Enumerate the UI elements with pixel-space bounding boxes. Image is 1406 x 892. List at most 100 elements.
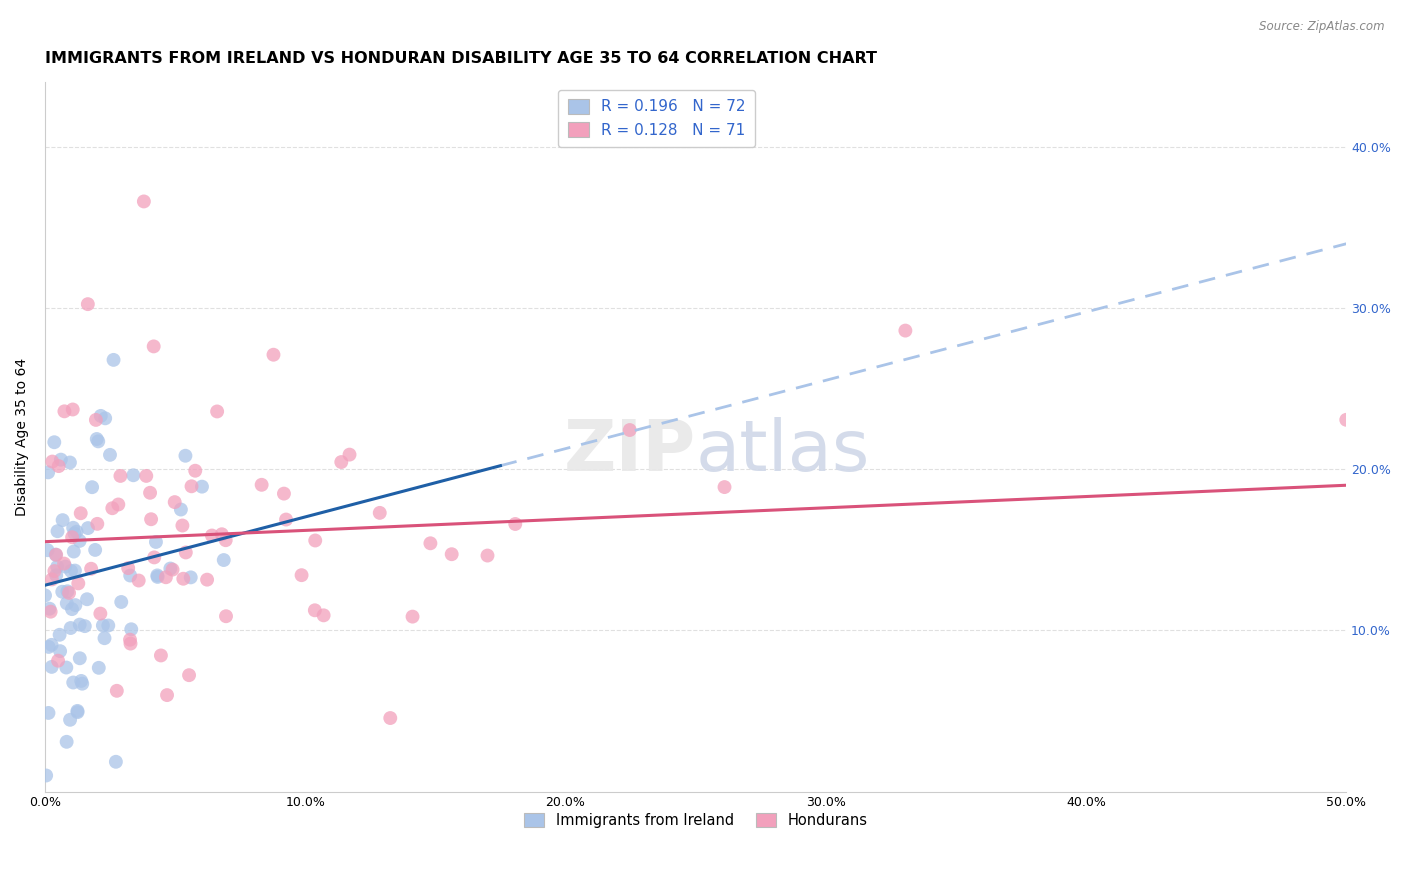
Point bbox=[46, 559, 69, 574]
Point bbox=[62, 402, 84, 417]
Point bbox=[117, 561, 139, 575]
Point bbox=[149, 648, 172, 663]
Point bbox=[93, 631, 115, 645]
Point bbox=[94, 411, 117, 425]
Point bbox=[70, 673, 93, 688]
Point bbox=[101, 501, 124, 516]
Point bbox=[159, 561, 181, 575]
Point bbox=[380, 711, 402, 725]
Point bbox=[41, 454, 63, 468]
Point bbox=[66, 705, 89, 719]
Point bbox=[38, 640, 60, 654]
Point bbox=[201, 528, 224, 542]
Point bbox=[174, 545, 197, 559]
Point bbox=[59, 713, 82, 727]
Text: Source: ZipAtlas.com: Source: ZipAtlas.com bbox=[1260, 20, 1385, 33]
Point bbox=[55, 660, 77, 674]
Point bbox=[66, 704, 89, 718]
Point bbox=[368, 506, 391, 520]
Point bbox=[34, 588, 56, 602]
Point bbox=[184, 464, 207, 478]
Point bbox=[139, 512, 162, 526]
Point bbox=[52, 513, 75, 527]
Point bbox=[172, 572, 194, 586]
Point bbox=[59, 621, 82, 635]
Point bbox=[87, 434, 110, 449]
Point bbox=[44, 564, 66, 578]
Point bbox=[120, 568, 142, 582]
Point bbox=[51, 584, 73, 599]
Point bbox=[55, 735, 77, 749]
Point bbox=[48, 459, 70, 474]
Point bbox=[477, 549, 499, 563]
Point bbox=[503, 516, 526, 531]
Point bbox=[894, 324, 917, 338]
Point bbox=[86, 516, 108, 531]
Point bbox=[84, 413, 107, 427]
Point bbox=[170, 502, 193, 516]
Point bbox=[60, 564, 83, 578]
Point bbox=[62, 544, 84, 558]
Point bbox=[41, 660, 63, 674]
Point bbox=[177, 668, 200, 682]
Point bbox=[156, 688, 179, 702]
Point bbox=[290, 568, 312, 582]
Point bbox=[110, 469, 132, 483]
Point bbox=[41, 638, 63, 652]
Point bbox=[440, 547, 463, 561]
Text: atlas: atlas bbox=[696, 417, 870, 485]
Point bbox=[63, 564, 86, 578]
Point bbox=[62, 521, 84, 535]
Point bbox=[87, 661, 110, 675]
Point bbox=[44, 435, 66, 450]
Point bbox=[122, 468, 145, 483]
Point bbox=[86, 432, 108, 446]
Point bbox=[46, 524, 69, 539]
Point bbox=[98, 448, 121, 462]
Text: ZIP: ZIP bbox=[564, 417, 696, 485]
Point bbox=[212, 553, 235, 567]
Point bbox=[84, 543, 107, 558]
Point bbox=[139, 485, 162, 500]
Point bbox=[69, 651, 91, 665]
Point bbox=[1336, 413, 1358, 427]
Point bbox=[49, 644, 72, 658]
Point bbox=[263, 348, 285, 362]
Point bbox=[180, 570, 202, 584]
Point bbox=[330, 455, 353, 469]
Point bbox=[163, 495, 186, 509]
Point bbox=[274, 512, 297, 526]
Point bbox=[38, 601, 60, 615]
Point bbox=[107, 498, 129, 512]
Point bbox=[53, 404, 76, 418]
Point bbox=[37, 706, 59, 720]
Point bbox=[180, 479, 202, 493]
Point bbox=[67, 576, 90, 591]
Point bbox=[401, 609, 423, 624]
Point bbox=[76, 297, 98, 311]
Point bbox=[118, 632, 141, 647]
Point bbox=[58, 586, 80, 600]
Point bbox=[174, 449, 197, 463]
Point bbox=[713, 480, 735, 494]
Point bbox=[120, 622, 142, 636]
Point bbox=[62, 675, 84, 690]
Point bbox=[312, 608, 335, 623]
Point bbox=[35, 768, 58, 782]
Point bbox=[146, 568, 169, 582]
Point bbox=[205, 404, 228, 418]
Point bbox=[37, 466, 59, 480]
Point bbox=[70, 676, 93, 690]
Point bbox=[135, 469, 157, 483]
Point bbox=[46, 654, 69, 668]
Point bbox=[419, 536, 441, 550]
Point bbox=[162, 563, 184, 577]
Point bbox=[76, 592, 98, 607]
Point bbox=[211, 527, 233, 541]
Point bbox=[105, 683, 128, 698]
Point bbox=[45, 548, 67, 562]
Point bbox=[250, 477, 273, 491]
Point bbox=[80, 562, 103, 576]
Point bbox=[103, 352, 125, 367]
Point bbox=[619, 423, 641, 437]
